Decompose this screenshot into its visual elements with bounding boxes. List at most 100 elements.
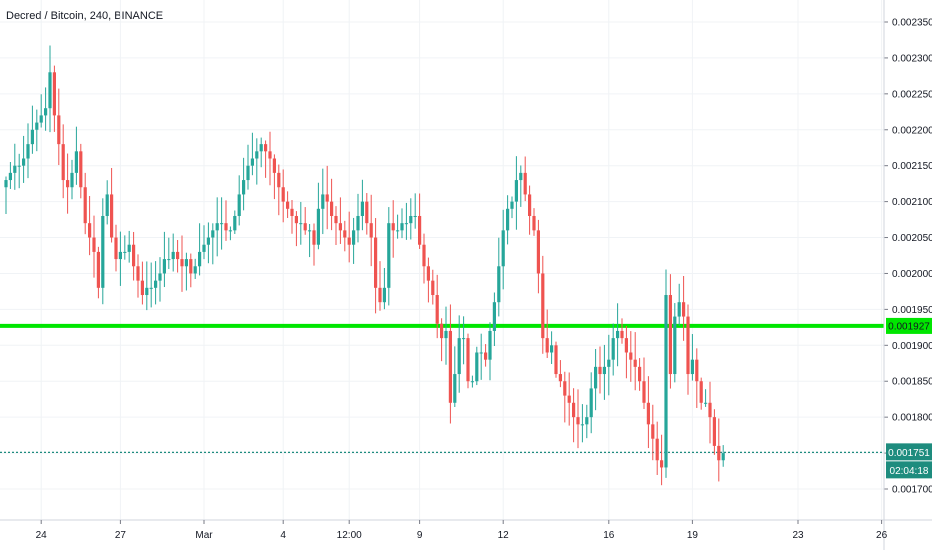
candle-body: [312, 230, 316, 245]
candle-body: [435, 295, 439, 324]
candle-body: [576, 417, 580, 425]
support-price-label: 0.001927: [888, 321, 930, 332]
candle-body: [655, 438, 659, 461]
candle-body: [79, 151, 83, 188]
candle-body: [409, 215, 413, 224]
x-tick-label: 26: [876, 530, 888, 541]
candle-body: [404, 223, 408, 225]
candle-body: [642, 381, 646, 403]
candle-body: [611, 338, 615, 360]
candle-body: [387, 223, 391, 288]
candle-body: [272, 158, 276, 173]
candle-body: [167, 259, 171, 261]
candle-body: [558, 374, 562, 382]
candle-body: [105, 194, 109, 216]
candle-body: [66, 180, 70, 188]
candle-body: [484, 352, 488, 360]
candle-body: [365, 201, 369, 224]
x-tick-label: 12:00: [337, 530, 362, 541]
candle-body: [510, 201, 514, 209]
candle-body: [633, 359, 637, 367]
candle-body: [48, 72, 52, 109]
candle-body: [457, 338, 461, 375]
candle-body: [563, 381, 567, 396]
candle-body: [607, 359, 611, 367]
candle-body: [721, 453, 725, 461]
x-tick-label: 24: [36, 530, 48, 541]
candle-body: [699, 381, 703, 403]
candle-body: [492, 302, 496, 331]
candle-body: [206, 237, 210, 245]
candle-body: [158, 273, 162, 281]
candle-body: [180, 259, 184, 267]
candle-body: [286, 201, 290, 209]
candle-body: [44, 108, 48, 116]
candle-body: [550, 345, 554, 353]
candle-body: [673, 316, 677, 375]
candle-body: [233, 215, 237, 231]
candle-body: [352, 230, 356, 245]
candle-body: [246, 165, 250, 181]
candle-body: [8, 172, 12, 181]
candle-body: [418, 215, 422, 245]
candle-body: [638, 366, 642, 382]
candle-body: [598, 366, 602, 375]
y-tick-label: 0.002050: [892, 233, 932, 244]
candle-body: [624, 338, 628, 353]
candle-body: [506, 208, 510, 231]
candle-body: [338, 223, 342, 231]
candle-body: [277, 172, 281, 188]
y-tick-label: 0.002350: [892, 18, 932, 29]
candle-body: [374, 237, 378, 288]
candle-body: [61, 144, 65, 181]
candle-body: [448, 330, 452, 403]
candle-body: [470, 381, 474, 383]
candle-body: [290, 208, 294, 216]
candle-body: [682, 302, 686, 317]
countdown-label: 02:04:18: [890, 466, 929, 477]
y-tick-label: 0.002100: [892, 197, 932, 208]
candle-body: [17, 165, 21, 167]
candle-body: [475, 352, 479, 382]
candle-body: [127, 244, 131, 252]
candle-body: [39, 115, 43, 123]
candle-body: [541, 273, 545, 339]
candle-body: [479, 352, 483, 354]
candle-body: [35, 122, 39, 130]
candle-body: [4, 180, 8, 188]
x-tick-label: Mar: [195, 530, 213, 541]
x-tick-label: 4: [280, 530, 286, 541]
candle-body: [422, 244, 426, 267]
candle-body: [184, 259, 188, 267]
candle-body: [343, 230, 347, 238]
candle-body: [444, 330, 448, 339]
candle-body: [176, 251, 180, 260]
candle-body: [92, 237, 96, 252]
candle-body: [712, 417, 716, 446]
candle-body: [57, 115, 61, 145]
candle-body: [237, 194, 241, 216]
candle-body: [677, 302, 681, 317]
candle-body: [193, 266, 197, 274]
x-axis[interactable]: 24 27 Mar 4 12:00 9 12 16 19 23 26: [0, 519, 932, 541]
candle-body: [391, 223, 395, 231]
candle-body: [299, 223, 303, 225]
candle-body: [572, 402, 576, 418]
y-tick-label: 0.002300: [892, 53, 932, 64]
candle-body: [356, 215, 360, 231]
candle-body: [13, 165, 17, 173]
candle-body: [514, 180, 518, 202]
candle-body: [536, 230, 540, 274]
candle-body: [708, 402, 712, 418]
candle-body: [497, 266, 501, 303]
candle-body: [704, 402, 708, 404]
y-tick-label: 0.001800: [892, 413, 932, 424]
y-tick-label: 0.001950: [892, 305, 932, 316]
candle-body: [567, 395, 571, 403]
candle-body: [26, 144, 30, 159]
candle-body: [255, 151, 259, 159]
candle-body: [162, 259, 166, 274]
candle-body: [132, 244, 136, 267]
candle-body: [620, 330, 624, 339]
